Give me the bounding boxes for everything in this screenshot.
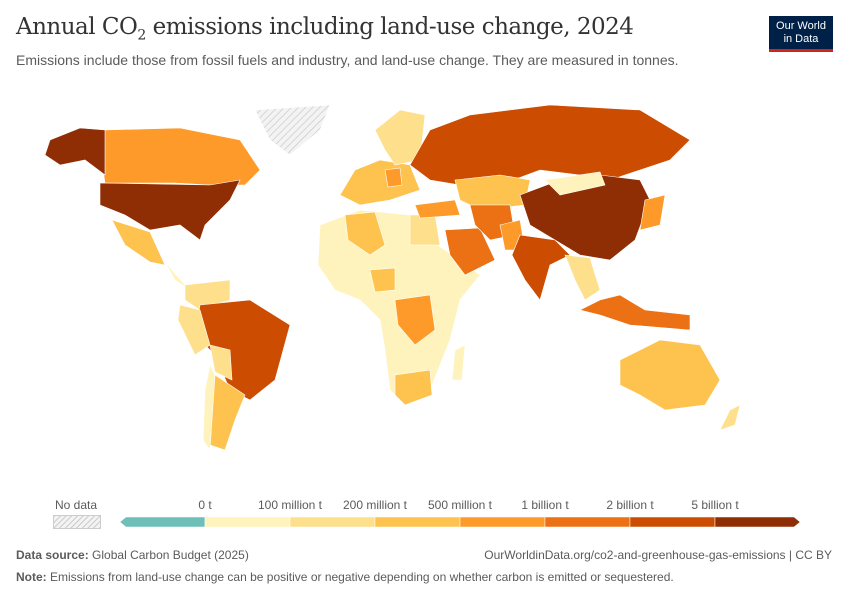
legend-bin[interactable] xyxy=(204,516,291,528)
legend-no-data-label: No data xyxy=(54,498,98,512)
country-western-europe[interactable] xyxy=(339,159,421,206)
world-map xyxy=(44,104,741,451)
country-india[interactable] xyxy=(511,234,571,301)
country-australia[interactable] xyxy=(619,339,721,411)
legend-bin[interactable] xyxy=(119,516,206,528)
country-nigeria[interactable] xyxy=(369,267,396,293)
legend-color-bar xyxy=(119,516,801,528)
legend-tick-label: 1 billion t xyxy=(521,498,569,512)
country-alaska-usa-[interactable] xyxy=(44,127,106,176)
country-south-africa[interactable] xyxy=(394,369,433,406)
country-madagascar[interactable] xyxy=(451,344,466,381)
legend-tick-label: 100 million t xyxy=(257,498,323,512)
legend-bin[interactable] xyxy=(289,516,376,528)
country-saudi-arabia[interactable] xyxy=(444,227,496,276)
legend-bin[interactable] xyxy=(459,516,546,528)
country-mexico[interactable] xyxy=(111,219,166,266)
legend: No data 0 t 100 million t 200 million t 500… xyxy=(0,495,850,535)
country-japan[interactable] xyxy=(639,194,666,231)
country-russia[interactable] xyxy=(409,104,691,186)
legend-tick-label: 200 million t xyxy=(342,498,408,512)
data-source: Data source: Global Carbon Budget (2025) xyxy=(16,548,249,562)
owid-logo[interactable]: Our World in Data xyxy=(769,16,833,52)
legend-no-data-swatch xyxy=(53,515,101,529)
chart-title: Annual CO2 emissions including land-use … xyxy=(16,14,634,44)
country-chile[interactable] xyxy=(202,364,216,451)
country-dr-congo[interactable] xyxy=(394,294,436,346)
country-canada[interactable] xyxy=(99,127,261,186)
source-url[interactable]: OurWorldinData.org/co2-and-greenhouse-ga… xyxy=(484,548,832,562)
country-greenland[interactable] xyxy=(254,104,331,156)
legend-tick-label: 5 billion t xyxy=(691,498,739,512)
country-algeria[interactable] xyxy=(344,211,386,256)
country-new-zealand[interactable] xyxy=(719,404,741,431)
legend-bin[interactable] xyxy=(374,516,461,528)
legend-bin[interactable] xyxy=(629,516,716,528)
legend-tick-label: 2 billion t xyxy=(606,498,654,512)
country-germany[interactable] xyxy=(384,167,403,188)
legend-bin[interactable] xyxy=(544,516,631,528)
legend-tick-label: 0 t xyxy=(198,498,212,512)
country-bolivia[interactable] xyxy=(209,344,233,381)
legend-tick-label: 500 million t xyxy=(427,498,493,512)
legend-bin[interactable] xyxy=(714,516,801,528)
country-mongolia[interactable] xyxy=(544,171,606,196)
country-turkey[interactable] xyxy=(414,199,461,219)
country-southeast-asia[interactable] xyxy=(564,254,601,301)
note: Note: Emissions from land-use change can… xyxy=(16,570,674,584)
country-indonesia[interactable] xyxy=(579,294,691,331)
country-peru[interactable] xyxy=(177,304,211,356)
country-egypt[interactable] xyxy=(409,214,441,246)
chart-subtitle: Emissions include those from fossil fuel… xyxy=(16,52,679,68)
country-united-states[interactable] xyxy=(99,179,241,241)
